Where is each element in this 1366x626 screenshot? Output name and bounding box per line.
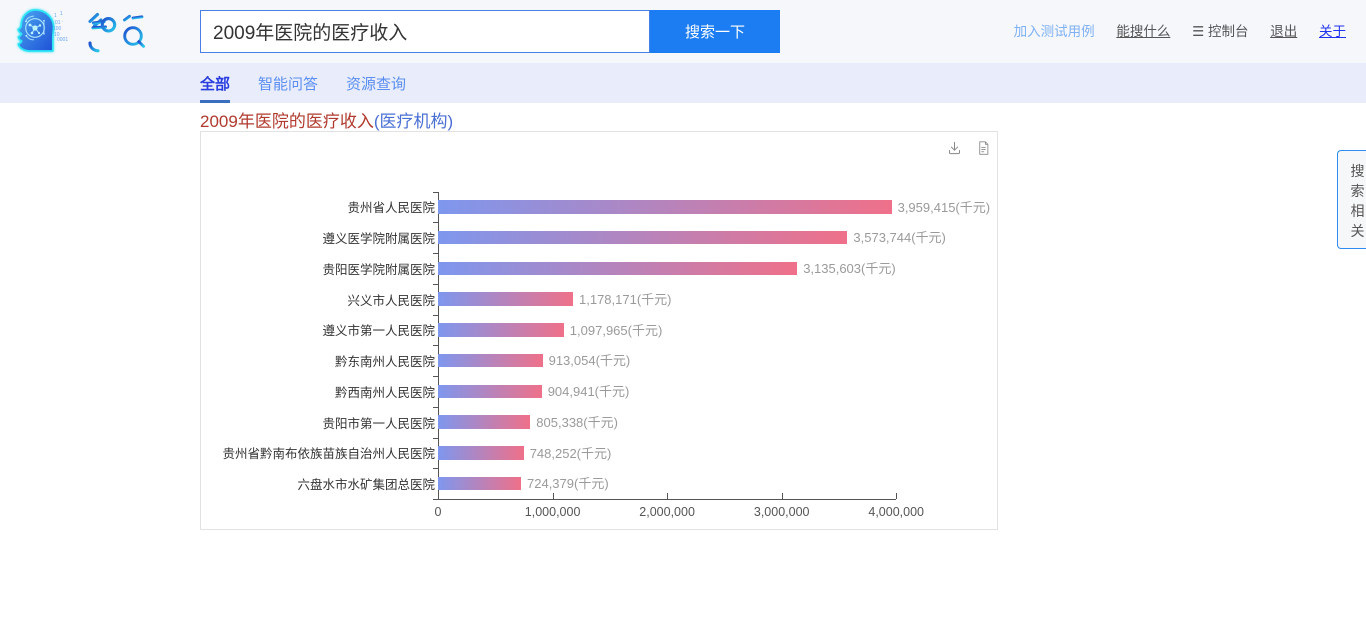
svg-text:1: 1: [54, 13, 57, 19]
svg-text:1: 1: [60, 11, 63, 17]
svg-text:0001: 0001: [57, 37, 68, 43]
svg-text:.: .: [62, 18, 63, 24]
